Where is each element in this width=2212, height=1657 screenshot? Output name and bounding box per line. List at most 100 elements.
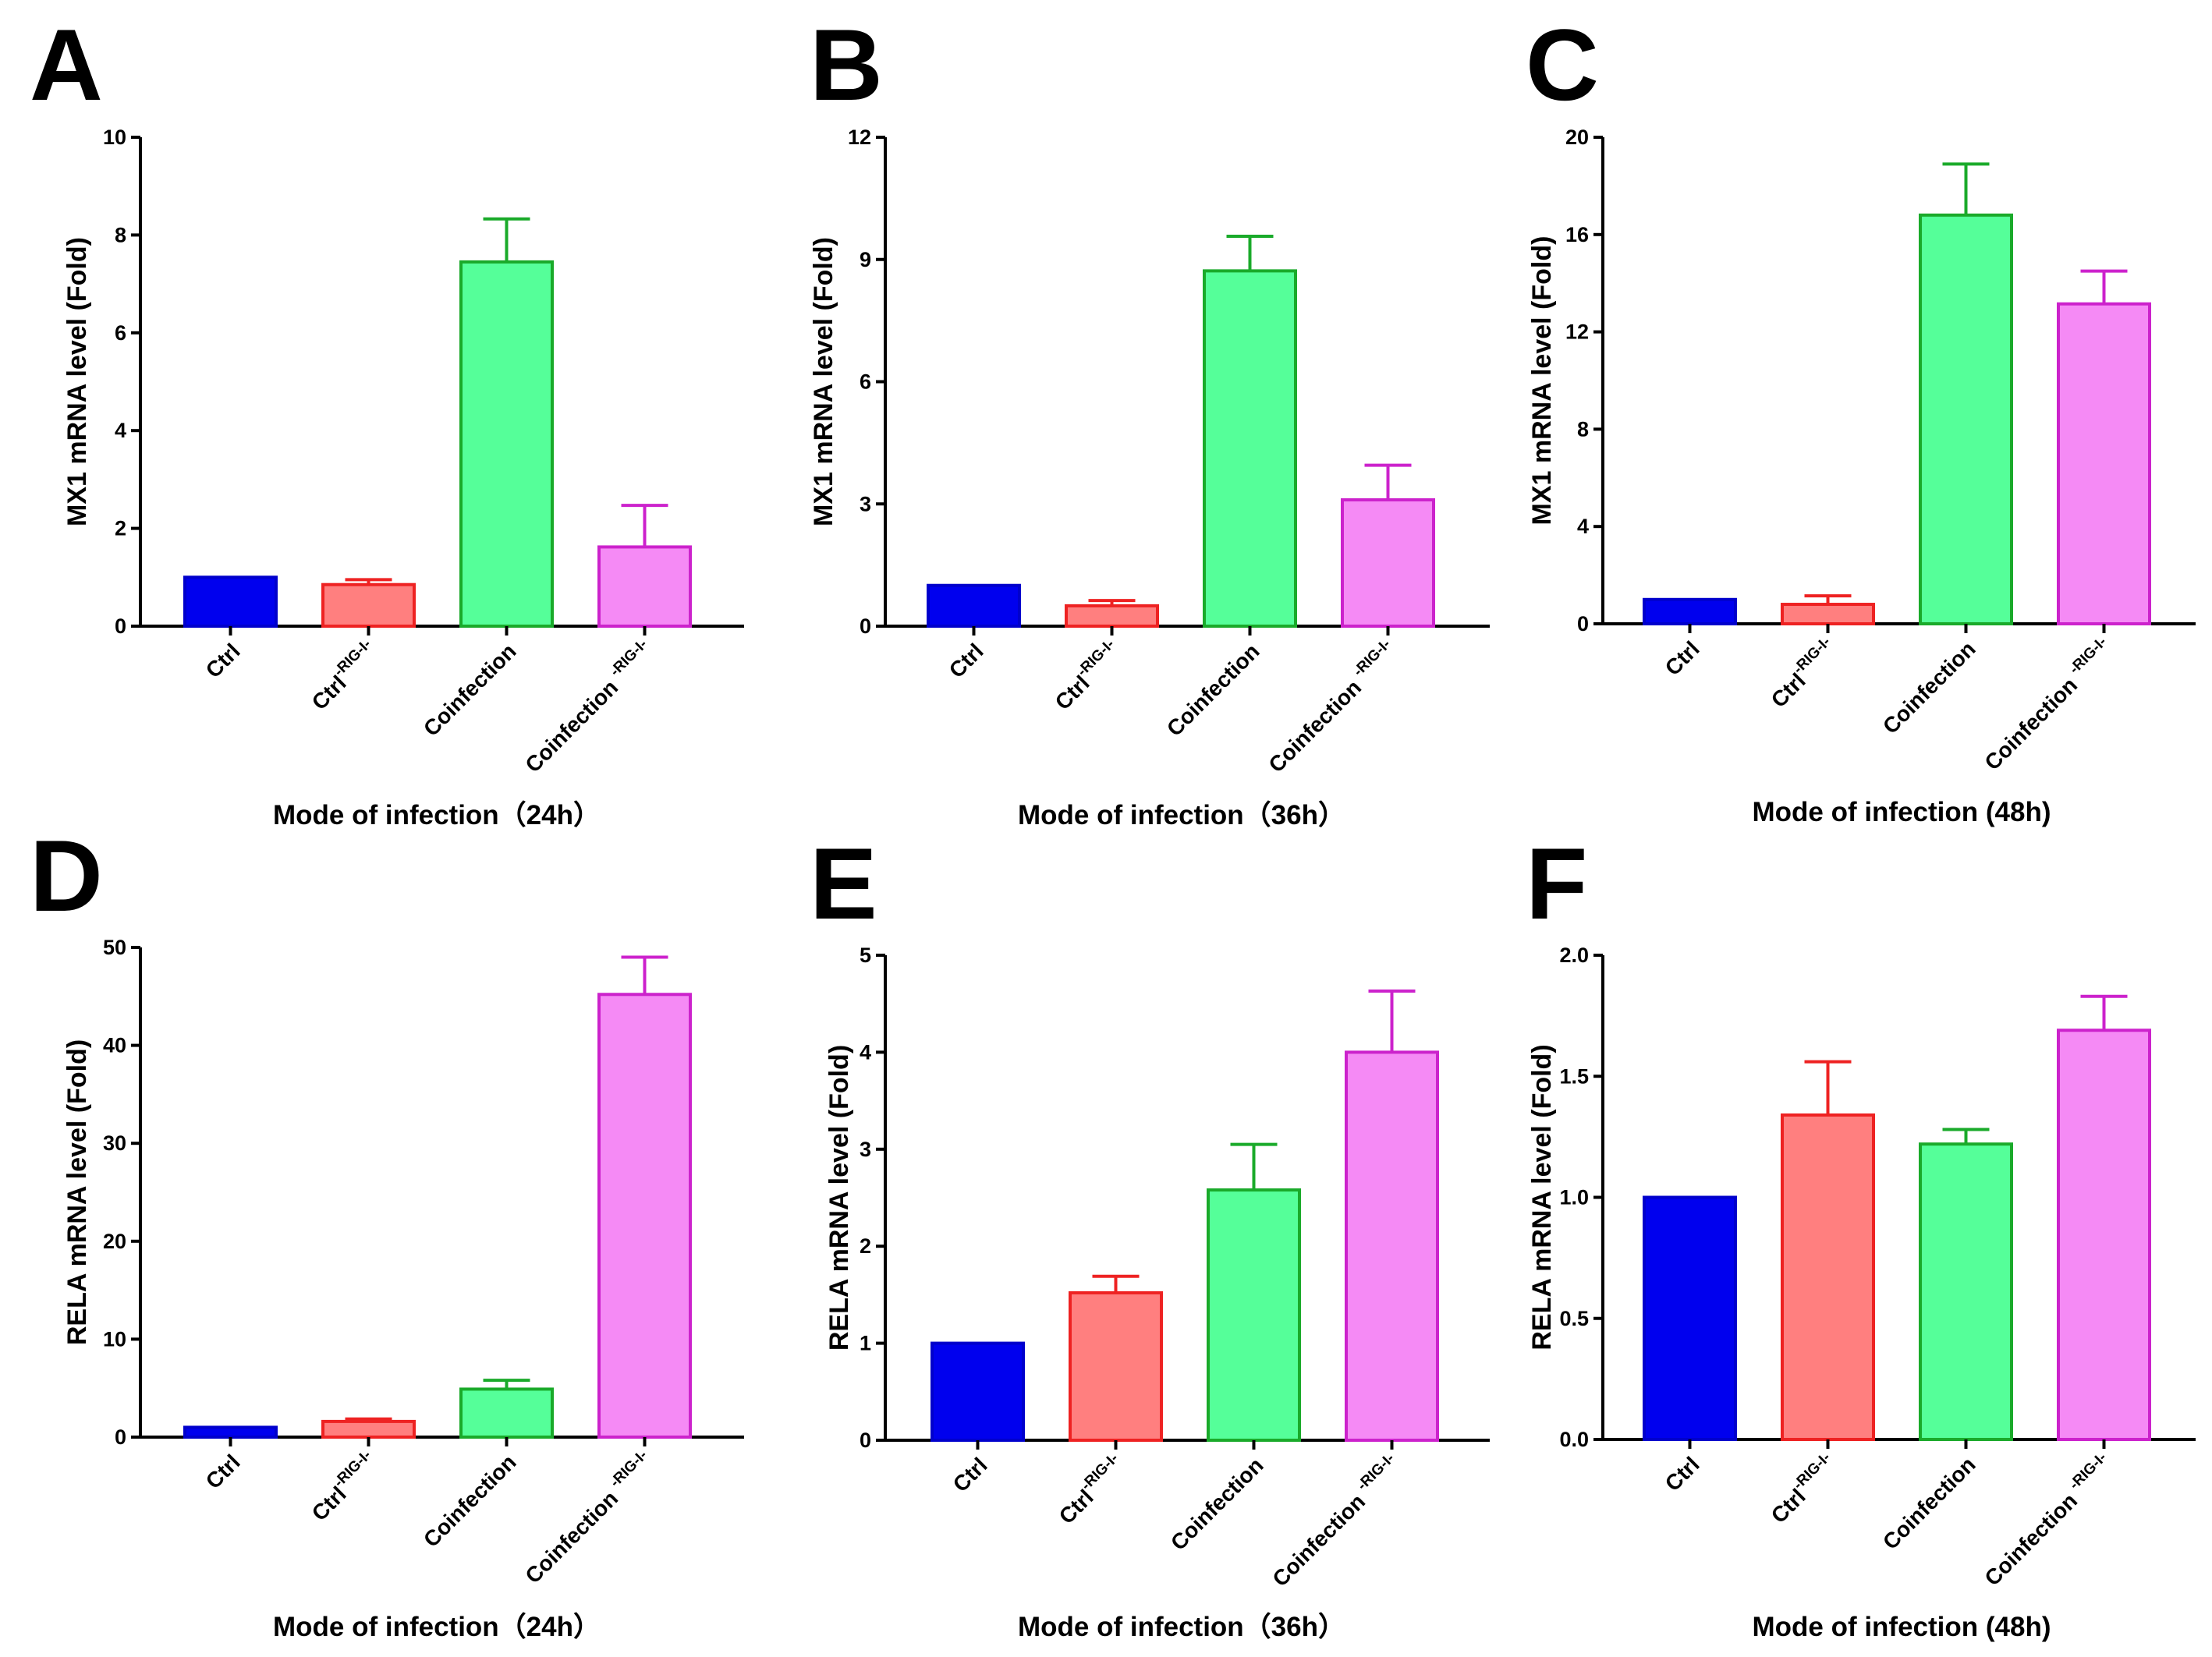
y-tick-label: 6	[115, 321, 126, 345]
x-axis-title: Mode of infection（36h）	[1018, 800, 1345, 830]
bar-1	[927, 583, 1021, 628]
x-category-label: Ctrl-RIG-I-	[304, 1447, 383, 1526]
category-name: Coinfection	[1878, 1452, 1980, 1554]
x-category-label: Coinfection	[1166, 1453, 1268, 1555]
y-tick-label: 0	[1577, 612, 1589, 636]
bar-3	[1919, 1142, 2013, 1441]
x-category-label: Ctrl-RIG-I-	[304, 636, 383, 715]
chart-panel-b: B 0 3 6 9 12 MX1 mRNA level (Fold) Ctrl Ctrl-RIG…	[809, 8, 1490, 830]
category-superscript: -RIG-I-	[331, 1447, 374, 1491]
x-category-label: Ctrl	[1661, 636, 1704, 680]
y-tick-label: 8	[1577, 417, 1589, 441]
y-tick-label: 50	[103, 936, 126, 959]
x-category-label: Ctrl	[948, 1453, 992, 1496]
category-name: Ctrl	[201, 1450, 245, 1493]
y-tick-label: 12	[848, 126, 871, 149]
y-tick-label: 6	[860, 370, 871, 394]
panel-letter: C	[1526, 8, 1599, 122]
panel-letter: B	[810, 8, 883, 122]
category-name: Ctrl	[1661, 1452, 1704, 1496]
x-category-label: Ctrl	[201, 639, 245, 682]
chart-panel-f: F 0.0 0.5 1.0 1.5 2.0 RELA mRNA level (Fold) Ct…	[1526, 827, 2196, 1642]
bar-1	[183, 1425, 278, 1439]
y-tick-label: 20	[103, 1230, 126, 1253]
bar-1	[1643, 597, 1737, 625]
chart-panel-c: C 0 4 8 12 16 20 MX1 mRNA level (Fold) Ctrl Ctrl-…	[1526, 8, 2196, 827]
category-name: Coinfection	[1267, 1485, 1374, 1591]
bar-4	[2057, 1029, 2151, 1441]
y-tick-label: 1.5	[1559, 1064, 1589, 1088]
category-superscript: -RIG-I-	[1074, 636, 1118, 680]
bar-4	[1341, 498, 1435, 628]
bar-4	[597, 545, 692, 628]
bar-3	[1919, 213, 2013, 625]
category-name: Coinfection	[1980, 1484, 2086, 1590]
y-tick-label: 4	[115, 419, 126, 442]
bar-2	[1781, 1113, 1875, 1442]
y-tick-label: 0.5	[1559, 1307, 1589, 1330]
category-superscript: -RIG-I-	[1790, 1450, 1834, 1493]
bar-2	[1065, 604, 1159, 628]
category-name: Ctrl	[1661, 636, 1704, 680]
y-tick-label: 0	[860, 614, 871, 638]
x-category-label: Coinfection -RIG-I-	[518, 1447, 659, 1588]
category-name: Coinfection	[1878, 636, 1980, 738]
panel-letter: E	[810, 827, 877, 940]
x-category-label: Coinfection -RIG-I-	[1265, 1450, 1406, 1591]
category-superscript: -RIG-I-	[607, 1447, 650, 1491]
x-axis-title: Mode of infection（24h）	[273, 800, 601, 830]
x-axis-title: Mode of infection（36h）	[1018, 1612, 1345, 1642]
x-category-label: Coinfection -RIG-I-	[1261, 636, 1402, 777]
x-category-label: Coinfection	[419, 1450, 521, 1552]
category-name: Coinfection	[419, 1450, 521, 1552]
y-tick-label: 0	[115, 1425, 126, 1449]
x-category-label: Coinfection	[1162, 639, 1264, 741]
category-name: Coinfection	[1162, 639, 1264, 741]
y-tick-label: 8	[115, 223, 126, 246]
y-tick-label: 3	[860, 492, 871, 515]
x-category-label: Ctrl	[945, 639, 988, 682]
bar-3	[1203, 269, 1297, 628]
y-tick-label: 4	[1577, 515, 1589, 538]
y-axis-title: RELA mRNA level (Fold)	[62, 1039, 92, 1345]
category-superscript: -RIG-I-	[1790, 634, 1834, 678]
y-tick-label: 12	[1565, 320, 1589, 344]
category-superscript: -RIG-I-	[2066, 634, 2110, 678]
y-tick-label: 3	[860, 1138, 871, 1161]
y-tick-label: 10	[103, 126, 126, 149]
x-axis-title: Mode of infection (48h)	[1752, 797, 2051, 827]
y-tick-label: 5	[860, 944, 871, 967]
y-tick-label: 2	[860, 1234, 871, 1258]
y-tick-label: 20	[1565, 126, 1589, 149]
chart-panel-e: E 0 1 2 3 4 5 RELA mRNA level (Fold) Ctrl Ctrl-RI…	[810, 827, 1490, 1642]
panel-letter: F	[1526, 827, 1587, 940]
category-name: Coinfection	[1166, 1453, 1268, 1555]
bar-4	[1345, 1050, 1439, 1443]
y-tick-label: 40	[103, 1034, 126, 1057]
x-category-label: Coinfection	[1878, 636, 1980, 738]
x-category-label: Coinfection -RIG-I-	[1977, 1450, 2118, 1591]
y-tick-label: 2	[115, 517, 126, 540]
bar-1	[931, 1341, 1025, 1442]
x-category-label: Coinfection -RIG-I-	[518, 636, 659, 777]
x-category-label: Ctrl-RIG-I-	[1051, 1450, 1130, 1529]
bar-3	[1207, 1188, 1301, 1442]
panel-letter: D	[30, 819, 103, 933]
category-name: Coinfection	[1264, 671, 1370, 777]
category-name: Coinfection	[1980, 668, 2086, 774]
y-tick-label: 16	[1565, 223, 1589, 246]
y-tick-label: 10	[103, 1327, 126, 1351]
y-tick-label: 0.0	[1559, 1428, 1589, 1451]
chart-panel-d: D 0 10 20 30 40 50 RELA mRNA level (Fold) Ctrl Ct…	[30, 819, 744, 1642]
bar-2	[321, 1419, 416, 1439]
category-superscript: -RIG-I-	[607, 636, 650, 680]
category-superscript: -RIG-I-	[1350, 636, 1394, 680]
y-tick-label: 2.0	[1559, 944, 1589, 967]
category-name: Ctrl	[948, 1453, 992, 1496]
category-superscript: -RIG-I-	[2066, 1450, 2110, 1493]
y-axis-title: MX1 mRNA level (Fold)	[809, 237, 838, 526]
y-axis-title: MX1 mRNA level (Fold)	[62, 237, 92, 526]
bar-3	[459, 260, 554, 628]
y-tick-label: 0	[860, 1429, 871, 1452]
